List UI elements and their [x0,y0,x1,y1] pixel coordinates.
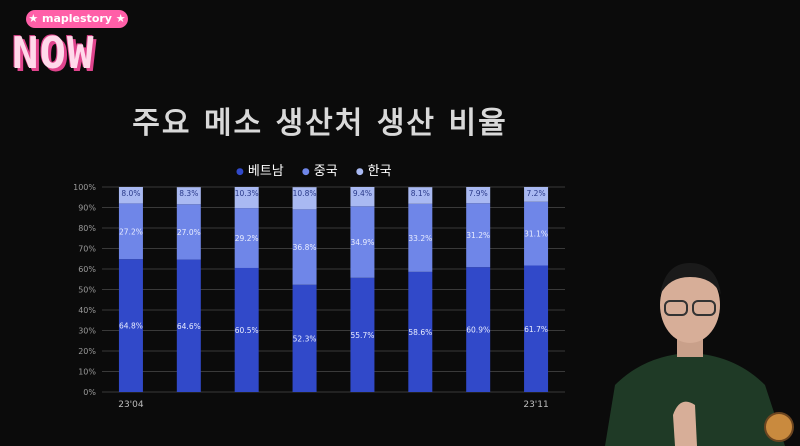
bar-segment [292,284,317,392]
bar-segment [176,204,201,260]
y-tick-label: 70% [78,245,96,254]
channel-watermark-icon [764,412,794,442]
data-label: 7.2% [527,189,546,198]
data-label: 60.9% [466,326,490,335]
bar-segment [350,187,375,207]
logo-small-text: ★ maplestory ★ [26,10,128,28]
data-label: 64.6% [177,322,201,331]
data-label: 31.1% [524,230,548,239]
data-label: 52.3% [293,334,317,343]
data-label: 29.2% [235,234,259,243]
legend-item-korea: ● 한국 [356,160,392,179]
data-label: 33.2% [408,234,432,243]
bar-segment [466,187,491,204]
legend-label-vietnam: 베트남 [247,164,284,179]
y-tick-label: 50% [78,286,96,295]
data-label: 8.0% [121,189,140,198]
data-label: 36.8% [293,243,317,252]
data-label: 10.8% [293,189,317,198]
bar-segment [524,265,549,392]
legend-swatch-china: ● [301,166,310,177]
data-label: 8.1% [411,189,430,198]
legend-label-china: 중국 [313,164,338,179]
y-tick-label: 20% [78,347,96,356]
data-label: 58.6% [408,328,432,337]
data-label: 34.9% [351,238,375,247]
data-label: 9.4% [353,189,372,198]
legend-item-china: ● 중국 [302,160,338,179]
bar-segment [234,267,259,392]
logo-big-text: NOW [12,28,95,79]
data-label: 8.3% [179,189,198,198]
stacked-bar-chart: 0% 10% 20% 30% 40% 50% 60% 70% 80% 90% 100% 64.8% 27… [73,183,565,410]
data-label: 60.5% [235,326,259,335]
chart-title: 주요 메소 생산처 생산 비율 [132,106,508,141]
data-label: 61.7% [524,325,548,334]
x-tick-label: 23'04 [118,400,144,410]
data-label: 55.7% [351,331,375,340]
bar-segment [118,187,143,204]
data-label: 64.8% [119,322,143,331]
bar-segment [524,201,549,266]
data-label: 10.3% [235,189,259,198]
bar-segment [118,259,143,392]
data-label: 27.2% [119,227,143,236]
bar-segment [176,259,201,392]
data-label: 27.0% [177,228,201,237]
y-tick-label: 60% [78,265,96,274]
bar-segment [408,271,433,392]
legend-swatch-vietnam: ● [236,166,244,177]
data-label: 7.9% [469,189,488,198]
y-tick-label: 30% [78,327,96,336]
bar-segment [466,267,491,392]
y-tick-label: 80% [78,224,96,233]
bar-segment [176,187,201,205]
legend-item-vietnam: ● 베트남 [236,160,284,179]
x-tick-label: 23'11 [523,400,548,410]
bar-segment [292,209,317,285]
bar-segment [292,187,317,210]
bar-segment [350,277,375,392]
bar-segment [466,203,491,268]
presenter-figure [605,263,785,446]
maplestory-now-logo: ★ maplestory ★ NOW [10,8,140,79]
bar-segment [234,208,259,268]
legend-label-korea: 한국 [367,164,392,179]
bar-segment [234,187,259,209]
y-tick-label: 100% [73,183,96,192]
bar-segment [118,203,143,260]
bar-segment [350,206,375,278]
legend-swatch-korea: ● [355,166,364,177]
bar-segment [524,187,549,202]
y-tick-label: 10% [78,368,96,377]
y-tick-label: 40% [78,306,96,315]
bar-segment [408,203,433,272]
chart-legend: ● 베트남 ● 중국 ● 한국 [236,160,406,179]
y-tick-label: 90% [78,204,96,213]
bar-segment [408,187,433,204]
data-label: 31.2% [466,231,490,240]
y-tick-label: 0% [83,388,96,397]
